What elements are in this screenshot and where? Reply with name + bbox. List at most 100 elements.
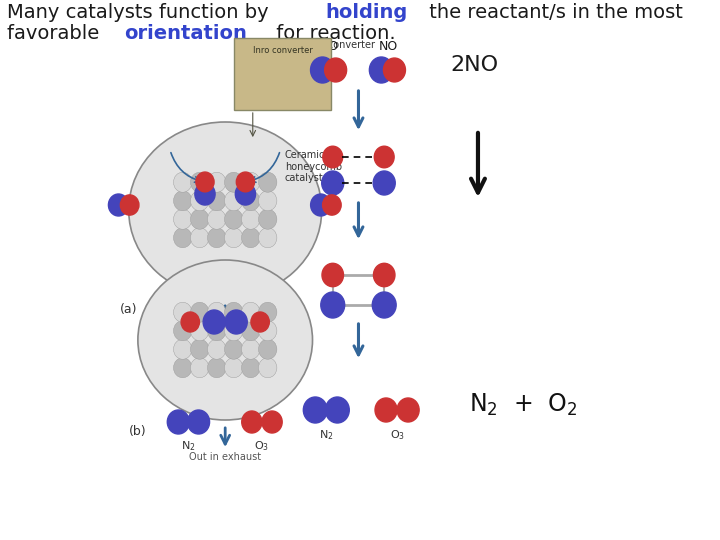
Circle shape xyxy=(374,264,395,287)
Text: favorable: favorable xyxy=(7,24,106,43)
Circle shape xyxy=(241,191,260,211)
Circle shape xyxy=(258,302,277,322)
Circle shape xyxy=(251,312,269,332)
Circle shape xyxy=(225,228,243,248)
Circle shape xyxy=(174,191,192,211)
Circle shape xyxy=(195,183,215,205)
Circle shape xyxy=(174,209,192,230)
Circle shape xyxy=(258,228,277,248)
Circle shape xyxy=(323,146,343,168)
Circle shape xyxy=(241,357,260,378)
Circle shape xyxy=(203,310,225,334)
Circle shape xyxy=(258,321,277,341)
Circle shape xyxy=(174,228,192,248)
Circle shape xyxy=(191,191,209,211)
Text: 2NO: 2NO xyxy=(451,55,498,75)
Circle shape xyxy=(241,321,260,341)
Circle shape xyxy=(191,339,209,359)
Circle shape xyxy=(241,209,260,230)
Text: N$_2$: N$_2$ xyxy=(319,428,333,442)
Circle shape xyxy=(258,191,277,211)
Circle shape xyxy=(369,57,393,83)
Circle shape xyxy=(241,339,260,359)
Circle shape xyxy=(303,397,327,423)
Circle shape xyxy=(325,397,349,423)
Text: O$_3$: O$_3$ xyxy=(390,428,405,442)
Circle shape xyxy=(191,172,209,192)
Circle shape xyxy=(191,357,209,378)
Circle shape xyxy=(321,292,345,318)
Circle shape xyxy=(372,292,396,318)
Circle shape xyxy=(191,209,209,230)
Circle shape xyxy=(207,321,226,341)
Circle shape xyxy=(225,310,247,334)
Circle shape xyxy=(323,195,341,215)
Circle shape xyxy=(191,228,209,248)
Circle shape xyxy=(310,194,331,216)
Circle shape xyxy=(384,58,405,82)
Text: holding: holding xyxy=(325,3,408,22)
Circle shape xyxy=(207,339,226,359)
Circle shape xyxy=(397,398,419,422)
Text: NO: NO xyxy=(378,40,397,53)
Text: Inro converter: Inro converter xyxy=(253,46,312,55)
Circle shape xyxy=(191,302,209,322)
Text: Many catalysts function by: Many catalysts function by xyxy=(7,3,275,22)
Circle shape xyxy=(174,357,192,378)
Circle shape xyxy=(181,312,199,332)
Circle shape xyxy=(258,339,277,359)
Circle shape xyxy=(310,57,334,83)
Circle shape xyxy=(236,172,254,192)
Text: NO: NO xyxy=(320,40,338,53)
Circle shape xyxy=(225,191,243,211)
Circle shape xyxy=(174,172,192,192)
Bar xyxy=(235,38,331,110)
Circle shape xyxy=(187,410,210,434)
Circle shape xyxy=(225,302,243,322)
Circle shape xyxy=(241,228,260,248)
Circle shape xyxy=(242,411,262,433)
Circle shape xyxy=(207,191,226,211)
Text: Ceramic
honeycomb
catalyst: Ceramic honeycomb catalyst xyxy=(285,150,342,183)
Circle shape xyxy=(207,209,226,230)
Text: (b): (b) xyxy=(129,425,146,438)
Text: Out in exhaust: Out in exhaust xyxy=(189,452,261,462)
Circle shape xyxy=(375,398,397,422)
Text: Inro converter: Inro converter xyxy=(305,40,374,50)
Text: O$_3$: O$_3$ xyxy=(254,439,269,453)
Circle shape xyxy=(174,321,192,341)
Circle shape xyxy=(374,146,394,168)
Circle shape xyxy=(196,172,214,192)
Circle shape xyxy=(258,172,277,192)
Circle shape xyxy=(325,58,346,82)
Circle shape xyxy=(207,302,226,322)
Circle shape xyxy=(109,194,129,216)
Circle shape xyxy=(225,339,243,359)
Circle shape xyxy=(262,411,282,433)
Circle shape xyxy=(225,172,243,192)
Circle shape xyxy=(235,183,256,205)
Circle shape xyxy=(322,264,343,287)
Circle shape xyxy=(207,172,226,192)
Text: (a): (a) xyxy=(120,303,137,316)
Circle shape xyxy=(207,357,226,378)
Circle shape xyxy=(225,357,243,378)
Circle shape xyxy=(191,321,209,341)
Ellipse shape xyxy=(138,260,312,420)
Circle shape xyxy=(241,172,260,192)
Circle shape xyxy=(167,410,189,434)
Circle shape xyxy=(174,302,192,322)
Circle shape xyxy=(258,209,277,230)
Circle shape xyxy=(120,195,139,215)
Circle shape xyxy=(373,171,395,195)
Circle shape xyxy=(207,228,226,248)
Circle shape xyxy=(225,321,243,341)
Circle shape xyxy=(241,302,260,322)
Circle shape xyxy=(225,209,243,230)
Text: for reaction.: for reaction. xyxy=(270,24,395,43)
Text: orientation: orientation xyxy=(124,24,247,43)
Circle shape xyxy=(258,357,277,378)
Ellipse shape xyxy=(129,122,322,298)
Text: the reactant/s in the most: the reactant/s in the most xyxy=(423,3,683,22)
Text: N$_2$: N$_2$ xyxy=(181,439,196,453)
